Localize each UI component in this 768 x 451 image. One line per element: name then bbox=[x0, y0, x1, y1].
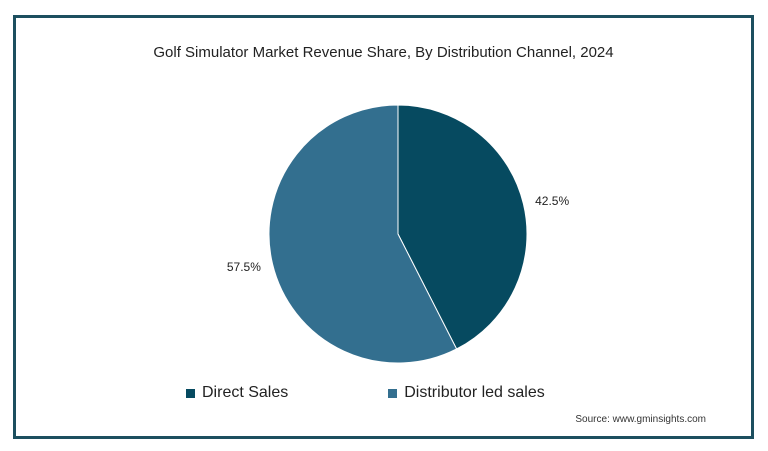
pie-label-direct-sales: 42.5% bbox=[535, 194, 569, 208]
legend: Direct Sales Distributor led sales bbox=[186, 384, 545, 402]
legend-item-distributor-led-sales: Distributor led sales bbox=[388, 384, 545, 402]
pie-slice-direct-sales bbox=[397, 104, 528, 350]
legend-label-distributor-led-sales: Distributor led sales bbox=[404, 384, 545, 401]
legend-label-direct-sales: Direct Sales bbox=[202, 384, 289, 401]
legend-item-direct-sales: Direct Sales bbox=[186, 384, 288, 402]
pie-slice-distributor-led-sales bbox=[268, 104, 458, 364]
chart-title: Golf Simulator Market Revenue Share, By … bbox=[153, 44, 614, 61]
pie-slices bbox=[268, 104, 528, 364]
source-note: Source: www.gminsights.com bbox=[575, 414, 706, 425]
legend-swatch-direct-sales bbox=[186, 388, 195, 398]
legend-swatch-distributor-led-sales bbox=[388, 388, 398, 398]
pie-label-distributor-led-sales: 57.5% bbox=[227, 260, 261, 274]
pie-labels: 42.5% 57.5% bbox=[227, 194, 570, 274]
chart-frame: Golf Simulator Market Revenue Share, By … bbox=[13, 15, 754, 439]
pie-chart: 42.5% 57.5% bbox=[227, 104, 570, 364]
